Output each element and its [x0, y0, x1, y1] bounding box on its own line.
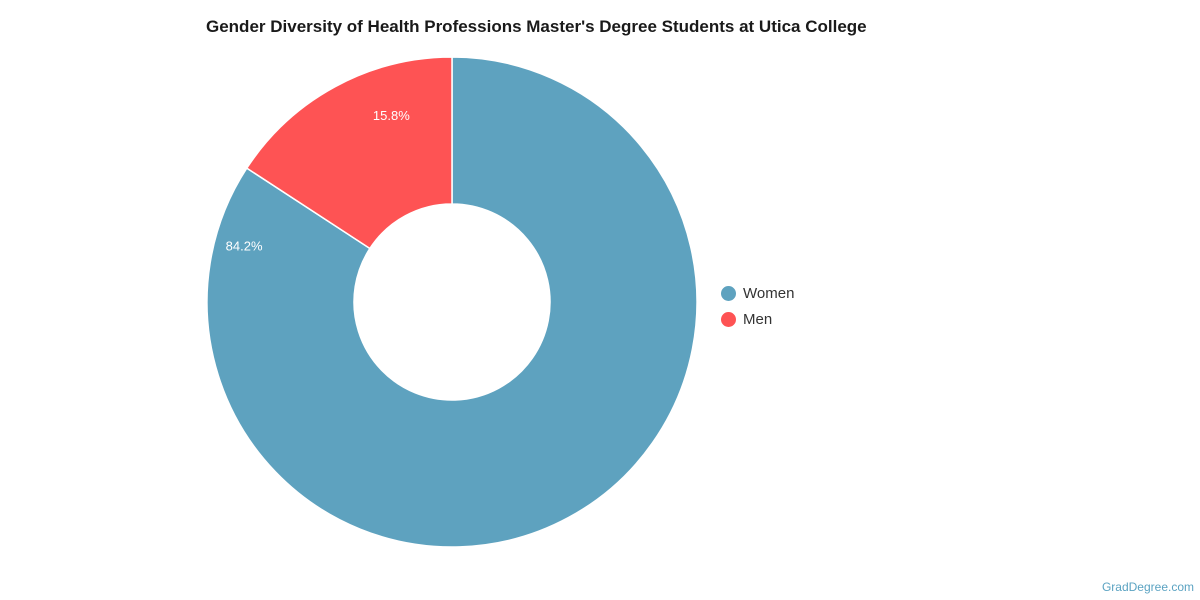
slice-label-men: 15.8%	[373, 108, 410, 123]
chart-slices	[206, 56, 698, 548]
slice-women[interactable]	[206, 56, 698, 548]
legend-swatch-women	[721, 285, 736, 301]
slice-men[interactable]	[245, 56, 453, 250]
legend-item-men[interactable]: Men	[721, 306, 794, 332]
watermark-link[interactable]: GradDegree.com	[1101, 580, 1194, 594]
legend-label-men: Men	[743, 310, 773, 328]
chart-legend: Women Men	[721, 280, 794, 332]
legend-swatch-men	[721, 311, 736, 327]
chart-slice-labels: 84.2% 15.8%	[226, 108, 411, 253]
chart-title: Gender Diversity of Health Professions M…	[206, 17, 867, 36]
legend-item-women[interactable]: Women	[721, 280, 794, 306]
slice-label-women: 84.2%	[226, 239, 263, 254]
legend-label-women: Women	[743, 284, 795, 302]
